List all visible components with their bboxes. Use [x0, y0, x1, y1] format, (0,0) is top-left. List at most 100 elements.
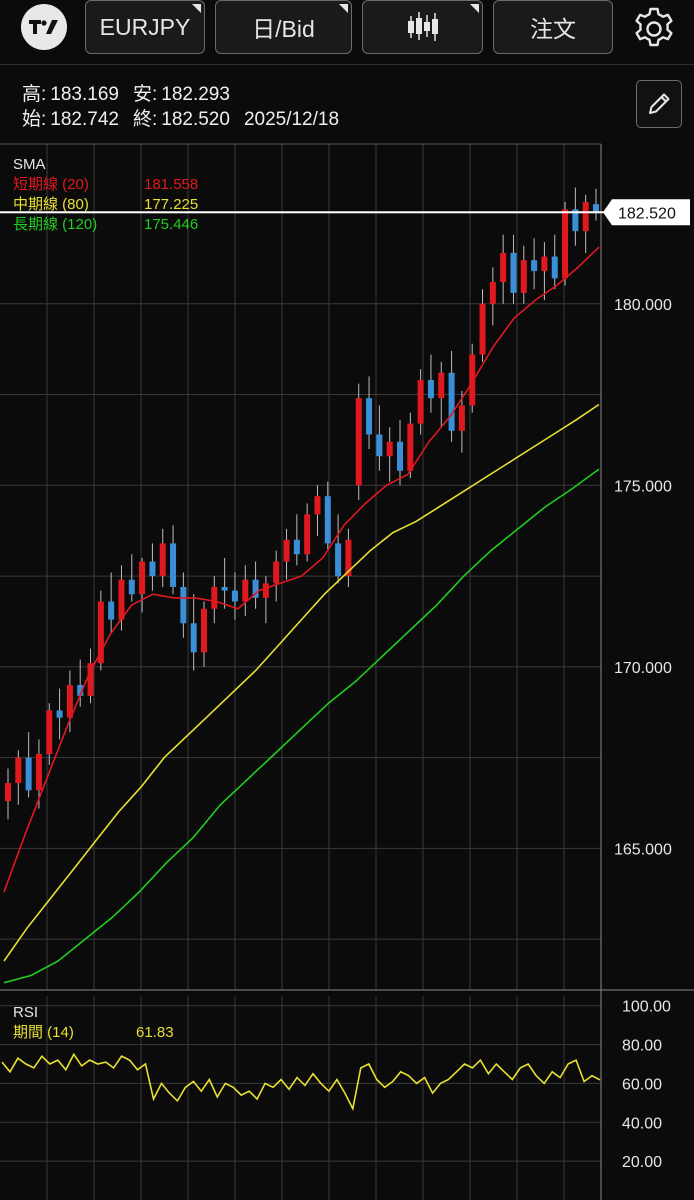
rsi-legend: RSI 期間 (14) 61.83: [13, 1003, 174, 1043]
order-label: 注文: [530, 16, 576, 42]
timeframe-label: 日/Bid: [252, 16, 315, 42]
pencil-icon: [649, 93, 670, 114]
candlestick-chart-icon: [407, 12, 438, 41]
candle-body-up: [66, 685, 73, 718]
candle-body-up: [97, 601, 104, 664]
open-label: 始:: [22, 109, 47, 130]
candle-body-down: [221, 586, 228, 591]
price-tick-label: 165.000: [614, 841, 672, 858]
price-tick-label: 180.000: [614, 297, 672, 314]
candle-body-down: [427, 380, 434, 399]
close-label: 終:: [132, 109, 158, 130]
drawing-tools-button[interactable]: [636, 80, 682, 128]
candle-body-up: [386, 441, 393, 457]
candle-body-down: [324, 496, 331, 544]
candle-body-down: [149, 561, 156, 577]
rsi-tick-label: 40.00: [622, 1115, 662, 1132]
rsi-period-label: 期間 (14): [13, 1024, 74, 1041]
sma-legend: SMA 短期線 (20) 181.558 中期線 (80) 177.225 長期…: [13, 155, 198, 235]
candle-body-up: [262, 583, 269, 598]
logo-button[interactable]: [12, 0, 76, 54]
candle-body-up: [458, 405, 465, 431]
symbol-selector[interactable]: EURJPY: [85, 0, 205, 54]
candle-body-down: [293, 539, 300, 555]
sma-legend-title: SMA: [13, 156, 46, 173]
candle-body-up: [479, 303, 486, 355]
sma-medium-value: 177.225: [144, 196, 199, 213]
candle-body-up: [118, 579, 125, 620]
settings-button[interactable]: [626, 4, 682, 54]
candle-body-up: [500, 252, 507, 282]
candle-body-down: [25, 757, 32, 791]
rsi-tick-label: 100.00: [622, 999, 671, 1016]
top-toolbar: EURJPY 日/Bid 注文: [0, 0, 694, 58]
rsi-pane: [0, 996, 601, 1200]
candle-body-up: [139, 561, 146, 595]
timeframe-selector[interactable]: 日/Bid: [215, 0, 352, 54]
symbol-label: EURJPY: [99, 13, 191, 40]
candle-body-up: [159, 543, 166, 577]
candle-body-up: [417, 380, 424, 424]
sma-short-value: 181.558: [144, 176, 199, 193]
candle-body-up: [541, 256, 548, 272]
rsi-tick-label: 60.00: [622, 1076, 662, 1093]
candle-body-down: [108, 601, 115, 620]
candle-body-down: [510, 252, 517, 293]
current-price-label: 182.520: [618, 205, 676, 222]
candle-body-up: [469, 354, 476, 406]
candle-body-up: [562, 209, 569, 279]
candle-body-down: [231, 590, 238, 602]
candle-body-down: [335, 543, 342, 577]
candle-body-down: [56, 710, 63, 718]
candle-body-up: [355, 398, 362, 486]
high-value: 183.169: [50, 84, 119, 105]
candle-body-down: [448, 372, 455, 431]
candle-body-down: [531, 260, 538, 272]
candle-body-down: [170, 543, 177, 587]
candle-body-down: [128, 579, 135, 595]
candle-body-up: [489, 281, 496, 304]
candle-body-down: [572, 209, 579, 232]
candle-body-down: [190, 623, 197, 653]
candle-body-down: [252, 579, 259, 598]
rsi-line: [1, 1052, 601, 1112]
candle-body-up: [283, 539, 290, 562]
sma-legend-row-medium: 中期線 (80) 177.225: [13, 195, 198, 215]
candle-body-down: [376, 434, 383, 457]
chart-type-selector[interactable]: [362, 0, 483, 54]
rsi-tick-label: 80.00: [622, 1038, 662, 1055]
sma-medium-line: [3, 403, 600, 962]
rsi-legend-row: 期間 (14) 61.83: [13, 1023, 174, 1043]
dropdown-corner-icon: [339, 4, 348, 13]
sma-short-name: 短期線 (20): [13, 176, 89, 193]
candle-body-up: [87, 663, 94, 696]
tradingview-logo-icon: [21, 4, 67, 50]
low-value: 182.293: [161, 84, 230, 105]
candle-body-up: [582, 202, 589, 232]
candle-body-up: [438, 372, 445, 399]
order-button[interactable]: 注文: [493, 0, 613, 54]
candle-body-up: [345, 539, 352, 577]
candle-body-up: [314, 496, 321, 515]
open-value: 182.742: [50, 109, 119, 130]
rsi-legend-title: RSI: [13, 1004, 39, 1021]
candle-body-up: [211, 586, 218, 609]
candle-body-up: [304, 514, 311, 555]
bar-date: 2025/12/18: [243, 109, 340, 130]
candle-body-down: [551, 256, 558, 279]
sma-legend-row-short: 短期線 (20) 181.558: [13, 175, 198, 195]
candle-body-down: [77, 685, 84, 696]
ohlc-readout: 高: 183.169 安: 182.293 始: 182.742 終: 182.520 202…: [22, 82, 343, 132]
candle-body-up: [35, 753, 42, 791]
candle-body-up: [46, 710, 53, 754]
candle-body-down: [397, 441, 403, 471]
rsi-value: 61.83: [136, 1024, 174, 1041]
candle-body-up: [201, 608, 207, 653]
price-tick-label: 170.000: [614, 660, 672, 677]
sma-medium-name: 中期線 (80): [13, 196, 89, 213]
sma-legend-row-long: 長期線 (120) 175.446: [13, 215, 198, 235]
sma-short-line: [3, 246, 600, 893]
dropdown-corner-icon: [470, 4, 479, 13]
price-pane: [0, 144, 601, 990]
